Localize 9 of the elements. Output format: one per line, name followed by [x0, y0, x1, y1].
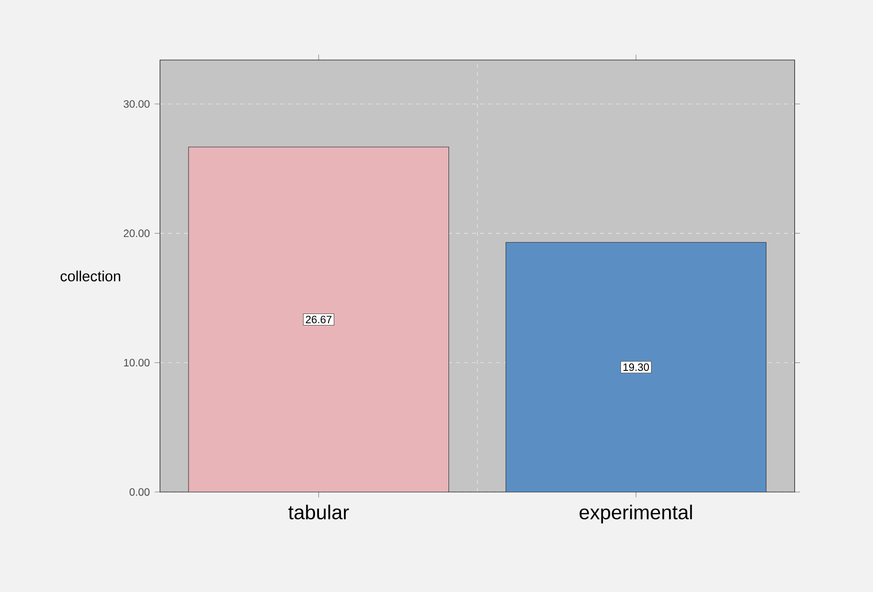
y-tick-label: 20.00 [124, 230, 150, 238]
y-axis-title: collection [60, 270, 120, 282]
y-tick-label: 30.00 [124, 100, 150, 108]
data-label: 26.67 [306, 316, 332, 324]
data-label: 19.30 [623, 363, 649, 371]
x-tick-label: experimental [580, 504, 692, 524]
y-tick-label: 10.00 [124, 358, 150, 366]
y-tick-label: 0.00 [130, 488, 150, 496]
x-tick-label: tabular [288, 504, 349, 520]
